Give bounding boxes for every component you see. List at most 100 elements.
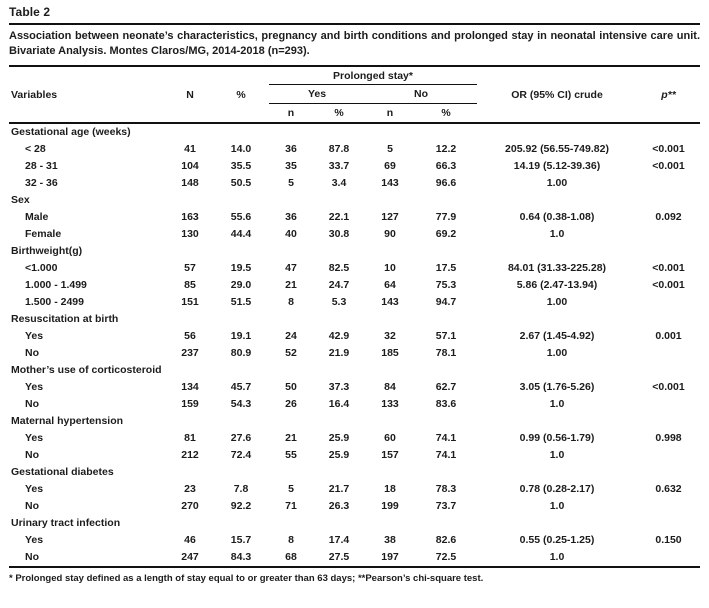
cell-value: 51.5 — [230, 296, 252, 308]
cell-value: 0.99 (0.56-1.79) — [519, 432, 595, 444]
cell-value — [415, 311, 477, 328]
data-row: No 237 80.9 52 21.9 185 78.1 1.00 — [9, 345, 700, 362]
col-header-prolonged-stay: Prolonged stay* — [269, 67, 477, 85]
variable-label: <1.000 — [25, 262, 58, 274]
cell-value — [477, 413, 637, 430]
cell-value: 62.7 — [435, 381, 457, 393]
cell-value: 0.998 — [655, 432, 682, 444]
cell-value — [415, 123, 477, 141]
variable-label: Maternal hypertension — [11, 415, 124, 427]
cell-value — [637, 123, 700, 141]
cell-value: 270 — [181, 500, 199, 512]
cell-value: <0.001 — [652, 262, 685, 274]
cell-value — [415, 464, 477, 481]
cell-value: 72.4 — [230, 449, 252, 461]
cell-value: 35.5 — [230, 160, 252, 172]
cell-value — [365, 515, 415, 532]
cell-value: 96.6 — [435, 177, 457, 189]
cell-value: 2.67 (1.45-4.92) — [519, 330, 595, 342]
cell-value — [637, 447, 700, 464]
cell-value: 21 — [285, 432, 297, 444]
cell-value: 8 — [288, 534, 294, 546]
cell-value: 40 — [285, 228, 297, 240]
cell-value: 10 — [384, 262, 396, 274]
cell-value — [637, 464, 700, 481]
col-header-yes-pct: % — [334, 107, 344, 119]
cell-value: 24 — [285, 330, 297, 342]
cell-value — [365, 362, 415, 379]
variable-label: Yes — [25, 432, 44, 444]
data-row: Yes 23 7.8 5 21.7 18 78.3 0.78 (0.28-2.17) 0.632 — [9, 481, 700, 498]
cell-value: 0.55 (0.25-1.25) — [519, 534, 595, 546]
cell-value — [477, 311, 637, 328]
cell-value: 75.3 — [435, 279, 457, 291]
cell-value: 143 — [381, 177, 399, 189]
cell-value — [213, 413, 269, 430]
cell-value — [637, 175, 700, 192]
cell-value: 73.7 — [435, 500, 457, 512]
cell-value — [415, 413, 477, 430]
cell-value: 26.3 — [328, 500, 350, 512]
cell-value — [269, 311, 313, 328]
cell-value: 94.7 — [435, 296, 457, 308]
cell-value: 36 — [285, 211, 297, 223]
cell-value: 127 — [381, 211, 399, 223]
table-body: Gestational age (weeks) < 28 41 14.0 36 87.8 5… — [9, 123, 700, 567]
cell-value: 237 — [181, 347, 199, 359]
col-header-no: No — [365, 84, 477, 104]
variable-label: No — [25, 551, 39, 563]
cell-value: <0.001 — [652, 279, 685, 291]
category-row: Birthweight(g) — [9, 243, 700, 260]
cell-value: 50.5 — [230, 177, 252, 189]
cell-value — [313, 362, 365, 379]
cell-value — [269, 123, 313, 141]
cell-value: 19.5 — [230, 262, 252, 274]
cell-value: 0.150 — [655, 534, 682, 546]
cell-value: 27.6 — [230, 432, 252, 444]
cell-value — [269, 413, 313, 430]
cell-value — [637, 362, 700, 379]
cell-value — [415, 243, 477, 260]
cell-value: 8 — [288, 296, 294, 308]
cell-value: 205.92 (56.55-749.82) — [505, 143, 609, 155]
cell-value: 1.0 — [549, 228, 565, 240]
variable-label: Mother’s use of corticosteroid — [11, 364, 162, 376]
cell-value: 92.2 — [230, 500, 252, 512]
cell-value — [637, 345, 700, 362]
cell-value: 54.3 — [230, 398, 252, 410]
cell-value: 85 — [184, 279, 196, 291]
cell-value — [167, 362, 213, 379]
cell-value: 148 — [181, 177, 199, 189]
variable-label: Resuscitation at birth — [11, 313, 119, 325]
category-row: Sex — [9, 192, 700, 209]
cell-value — [477, 243, 637, 260]
cell-value: 78.1 — [435, 347, 457, 359]
cell-value: <0.001 — [652, 160, 685, 172]
cell-value: 19.1 — [230, 330, 252, 342]
variable-label: Yes — [25, 330, 44, 342]
variable-label: No — [25, 398, 39, 410]
cell-value: 3.4 — [331, 177, 347, 189]
cell-value — [167, 515, 213, 532]
cell-value: 32 — [384, 330, 396, 342]
table-footnote: * Prolonged stay defined as a length of … — [9, 573, 484, 584]
cell-value — [213, 243, 269, 260]
cell-value: 84.01 (31.33-225.28) — [507, 262, 607, 274]
cell-value: 247 — [181, 551, 199, 563]
cell-value — [477, 464, 637, 481]
cell-value — [637, 549, 700, 567]
cell-value: 84.3 — [230, 551, 252, 563]
cell-value — [365, 413, 415, 430]
cell-value: 18 — [384, 483, 396, 495]
cell-value — [269, 192, 313, 209]
category-row: Gestational age (weeks) — [9, 123, 700, 141]
data-row: Female 130 44.4 40 30.8 90 69.2 1.0 — [9, 226, 700, 243]
cell-value: 23 — [184, 483, 196, 495]
cell-value: 5 — [288, 177, 294, 189]
cell-value: 69.2 — [435, 228, 457, 240]
cell-value: 82.5 — [328, 262, 350, 274]
col-header-no-n: n — [386, 107, 394, 119]
category-row: Mother’s use of corticosteroid — [9, 362, 700, 379]
cell-value: 46 — [184, 534, 196, 546]
variable-label: Male — [25, 211, 49, 223]
